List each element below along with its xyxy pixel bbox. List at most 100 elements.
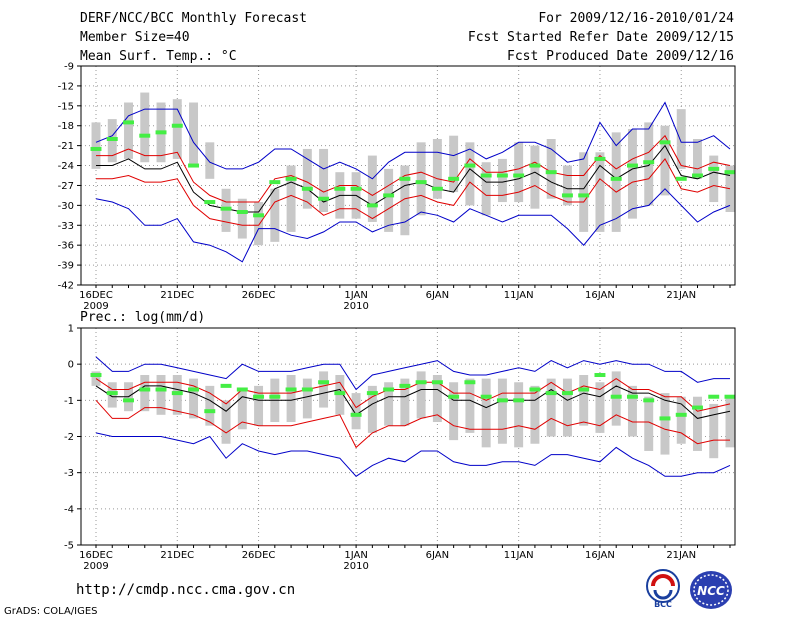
prec-spread-box [400, 378, 410, 426]
temp-obs-marker [529, 163, 541, 168]
temp-spread-box [91, 122, 101, 169]
prec-spread-box [221, 400, 231, 444]
temp-obs-marker [123, 120, 134, 125]
temp-spread-box [562, 165, 572, 206]
prec-xtick-label: 6JAN [426, 550, 449, 561]
prec-spread-box [546, 378, 556, 437]
temp-spread-box [627, 129, 637, 219]
temp-obs-marker [269, 180, 281, 185]
prec-obs-marker [285, 387, 297, 392]
temp-upper-pct-line [96, 134, 731, 203]
temp-obs-marker [155, 130, 167, 135]
temp-ytick-label: -15 [58, 101, 74, 112]
prec-obs-marker [301, 387, 313, 392]
prec-median-line [95, 385, 731, 419]
temp-spread-box [579, 152, 589, 232]
prec-xtick-label: 16DEC [79, 550, 113, 561]
temp-spread-box [709, 155, 719, 203]
temp-ytick-label: -30 [58, 201, 74, 212]
prec-frame [80, 327, 736, 546]
prec-spread-box [156, 375, 166, 415]
bcc-logo: BCC [640, 566, 686, 612]
prec-spread-box [384, 382, 394, 426]
chart-title: DERF/NCC/BCC Monthly Forecast [80, 11, 307, 26]
prec-lower-pct-line [95, 399, 730, 449]
prec-ytick-label: -3 [64, 468, 74, 479]
prec-spread-box [367, 385, 377, 433]
prec-obs-marker [643, 398, 655, 403]
prec-obs-marker [106, 391, 118, 396]
prec-max-line [95, 356, 730, 391]
temp-spread-box [205, 142, 215, 179]
forecast-period: For 2009/12/16-2010/01/24 [538, 11, 734, 26]
variable-label: Mean Surf. Temp.: °C [80, 49, 237, 64]
temp-panel: -9 -12 -15 -18 -21 -24 -27 -30 -33 -36 -39 -42 16DEC… [58, 62, 736, 312]
temp-obs-marker [350, 186, 362, 191]
forecast-produced-date: Fcst Produced Date 2009/12/16 [507, 49, 734, 64]
temp-obs-marker [610, 176, 622, 181]
temp-spread-box [302, 148, 312, 209]
prec-obs-marker [155, 387, 167, 392]
grads-credit: GrADS: COLA/IGES [4, 606, 98, 617]
prec-ytick-label: 0 [68, 360, 74, 371]
temp-obs-marker [220, 206, 232, 211]
prec-obs-marker [123, 398, 134, 403]
temp-xtick-label: 6JAN [426, 290, 449, 301]
temp-obs-marker [692, 173, 703, 178]
prec-obs-marker [626, 394, 638, 399]
prec-obs-marker [220, 383, 232, 388]
temp-spread-box [546, 139, 556, 199]
temp-spread-box [611, 132, 621, 232]
temp-ytick-label: -24 [58, 161, 74, 172]
source-url[interactable]: http://cmdp.ncc.cma.gov.cn [76, 582, 296, 598]
prec-obs-marker [236, 387, 248, 392]
temp-ytick-label: -27 [58, 181, 74, 192]
temp-ytick-label: -12 [58, 81, 74, 92]
temp-obs-marker [253, 213, 265, 218]
temp-obs-marker [383, 193, 395, 198]
temp-spread-box [254, 202, 264, 246]
temp-obs-marker [106, 137, 118, 141]
temp-ytick-label: -33 [58, 221, 74, 232]
prec-xtick-label: 26DEC [242, 550, 276, 561]
prec-obs-marker [188, 387, 200, 392]
prec-obs-marker [675, 412, 687, 417]
prec-spread-box [302, 378, 312, 419]
temp-obs-marker [708, 166, 720, 171]
temp-obs-marker [431, 186, 443, 191]
prec-xtick-label: 11JAN [504, 550, 534, 561]
prec-spread-box [416, 371, 426, 419]
temp-obs-marker [301, 186, 313, 191]
prec-xtick-year: 2010 [343, 561, 368, 572]
forecast-start-date: Fcst Started Refer Date 2009/12/15 [467, 30, 734, 45]
member-size: Member Size=40 [80, 30, 190, 45]
prec-spread-box [579, 375, 589, 426]
temp-obs-marker [513, 173, 525, 178]
temp-obs-marker [366, 203, 378, 208]
prec-spread-box [237, 389, 247, 430]
temp-ytick-label: -42 [58, 281, 74, 292]
prec-obs-marker [610, 394, 622, 399]
prec-spread-box [530, 385, 540, 444]
ncc-logo-text: NCC [697, 584, 725, 598]
prec-spread-box [725, 396, 735, 448]
temp-spread-box [497, 158, 507, 203]
prec-obs-marker [513, 398, 525, 403]
temp-xtick-label: 1JAN [344, 290, 367, 301]
prec-spread-box [676, 396, 686, 444]
temp-obs-marker [188, 163, 200, 168]
temp-spread-box [400, 165, 410, 236]
temp-frame [80, 65, 736, 286]
prec-ytick-label: -2 [64, 432, 74, 443]
prec-min-line [95, 432, 731, 477]
temp-xtick-year: 2009 [83, 301, 108, 312]
temp-max-line [95, 101, 731, 180]
temp-xtick-label: 16DEC [79, 290, 113, 301]
prec-spread-box [660, 393, 670, 455]
prec-obs-marker [496, 398, 508, 403]
prec-ytick-label: -5 [64, 541, 74, 552]
prec-spread-box [351, 393, 361, 430]
temp-spread-box [676, 109, 686, 169]
prec-spread-box [514, 382, 524, 448]
temp-spread-box [449, 135, 459, 193]
